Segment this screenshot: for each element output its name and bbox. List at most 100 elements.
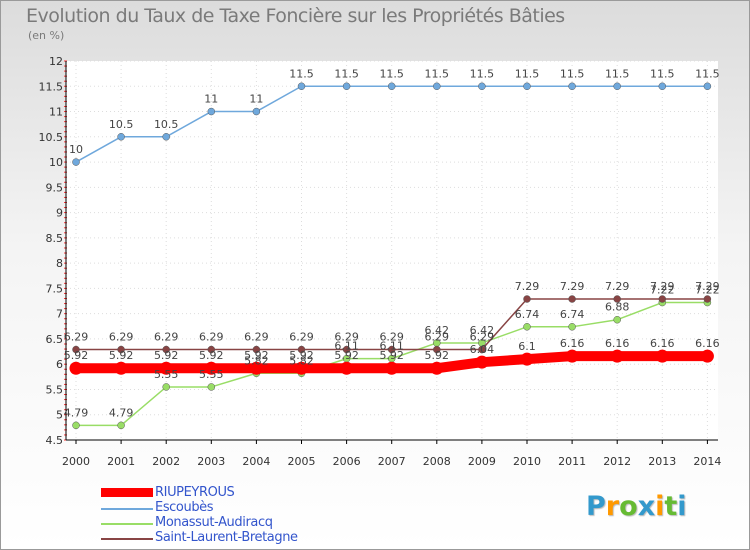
- y-tick-label: 5.5: [46, 383, 64, 396]
- data-point: [249, 361, 263, 375]
- data-point: [387, 345, 396, 354]
- data-label: 11.5: [379, 67, 404, 80]
- data-point: [69, 361, 83, 375]
- data-label: 5.92: [109, 349, 134, 362]
- x-tick-label: 2005: [288, 455, 316, 468]
- data-point: [610, 349, 624, 363]
- x-tick-label: 2004: [242, 455, 270, 468]
- x-tick-label: 2003: [197, 455, 225, 468]
- data-label: 10: [69, 143, 83, 156]
- y-tick-label: 5: [56, 409, 63, 422]
- data-label: 7.29: [650, 280, 675, 293]
- data-point: [117, 345, 125, 354]
- data-point: [520, 352, 534, 366]
- x-tick-label: 2012: [603, 455, 631, 468]
- data-label: 5.92: [425, 349, 450, 362]
- data-point: [523, 82, 531, 91]
- data-label: 6.11: [334, 340, 359, 353]
- data-point: [433, 82, 441, 91]
- data-label: 11: [249, 93, 263, 106]
- data-point: [117, 133, 125, 141]
- data-label: 11.5: [425, 67, 450, 80]
- legend-swatch: [101, 523, 153, 525]
- data-point: [72, 158, 80, 166]
- data-label: 5.92: [334, 349, 359, 362]
- data-point: [430, 361, 444, 375]
- data-label: 6.29: [334, 331, 359, 344]
- data-label: 6.29: [64, 331, 89, 344]
- data-point: [523, 295, 531, 303]
- data-label: 4.79: [64, 406, 89, 419]
- data-label: 5.92: [64, 349, 89, 362]
- data-label: 11.5: [650, 67, 675, 80]
- data-label: 5.82: [244, 354, 269, 367]
- data-label: 10.5: [109, 118, 134, 131]
- y-tick-label: 8.5: [46, 232, 64, 245]
- data-point: [297, 82, 306, 91]
- data-label: 5.92: [154, 349, 179, 362]
- data-label: 7.29: [515, 280, 540, 293]
- data-point: [207, 345, 216, 354]
- data-label: 11.5: [695, 67, 720, 80]
- plot-area: [66, 61, 718, 440]
- x-tick-label: 2009: [468, 455, 496, 468]
- data-point: [295, 361, 308, 375]
- data-point: [568, 82, 576, 91]
- data-point: [159, 361, 173, 375]
- data-point: [475, 355, 489, 369]
- data-point: [207, 107, 216, 116]
- y-tick-label: 11.5: [39, 80, 64, 93]
- legend-label: RIUPEYROUS: [155, 485, 235, 500]
- data-point: [117, 421, 125, 430]
- y-tick-label: 7.5: [46, 282, 64, 295]
- data-label: 6.29: [154, 331, 179, 344]
- data-point: [162, 345, 170, 354]
- data-point: [568, 323, 576, 331]
- x-tick-labels: 2000 2001 2002 2003 2004 2005 2006 2007 2008 2009…: [62, 455, 721, 468]
- y-tick-label: 7: [56, 308, 63, 321]
- data-point: [565, 349, 579, 363]
- data-label: 11.5: [470, 67, 495, 80]
- data-label: 11: [204, 93, 218, 106]
- y-tick-labels: 4.5 5 5.5 6 6.5 7 7.5 8 8.5 9 9.5 10 10.5 11 11.5 12: [39, 55, 64, 447]
- x-tick-label: 2006: [333, 455, 361, 468]
- data-point: [478, 345, 486, 354]
- data-label: 7.22: [695, 284, 720, 297]
- y-tick-label: 9.5: [46, 181, 64, 194]
- data-label: 6.29: [470, 331, 495, 344]
- data-label: 5.92: [379, 349, 404, 362]
- logo-letter: P: [586, 491, 606, 522]
- data-label: 7.22: [650, 284, 675, 297]
- x-tick-label: 2013: [648, 455, 676, 468]
- data-point: [207, 383, 216, 391]
- data-point: [72, 421, 80, 430]
- y-tick-label: 6: [56, 358, 63, 371]
- data-point: [114, 361, 128, 375]
- axes: [64, 60, 718, 444]
- data-label: 6.16: [560, 337, 585, 350]
- data-label: 11.5: [560, 67, 585, 80]
- data-label: 6.74: [560, 308, 585, 321]
- x-tick-label: 2000: [62, 455, 90, 468]
- data-label: 5.92: [244, 349, 269, 362]
- data-label: 6.04: [470, 343, 495, 356]
- grid: [66, 60, 718, 441]
- data-point: [703, 82, 712, 91]
- data-point: [523, 323, 531, 331]
- data-label: 6.74: [515, 308, 540, 321]
- data-label: 7.29: [560, 280, 585, 293]
- y-tick-label: 9: [56, 207, 63, 220]
- series-group: [69, 82, 714, 430]
- logo-letter: i: [677, 491, 687, 522]
- data-point: [342, 82, 351, 91]
- data-point: [385, 361, 399, 375]
- data-point: [162, 383, 170, 391]
- data-label: 7.29: [695, 280, 720, 293]
- data-point: [252, 345, 261, 354]
- data-label: 11.5: [334, 67, 359, 80]
- data-label: 6.11: [379, 340, 404, 353]
- data-point: [655, 349, 669, 363]
- legend-swatch: [101, 538, 153, 540]
- data-point: [72, 345, 80, 354]
